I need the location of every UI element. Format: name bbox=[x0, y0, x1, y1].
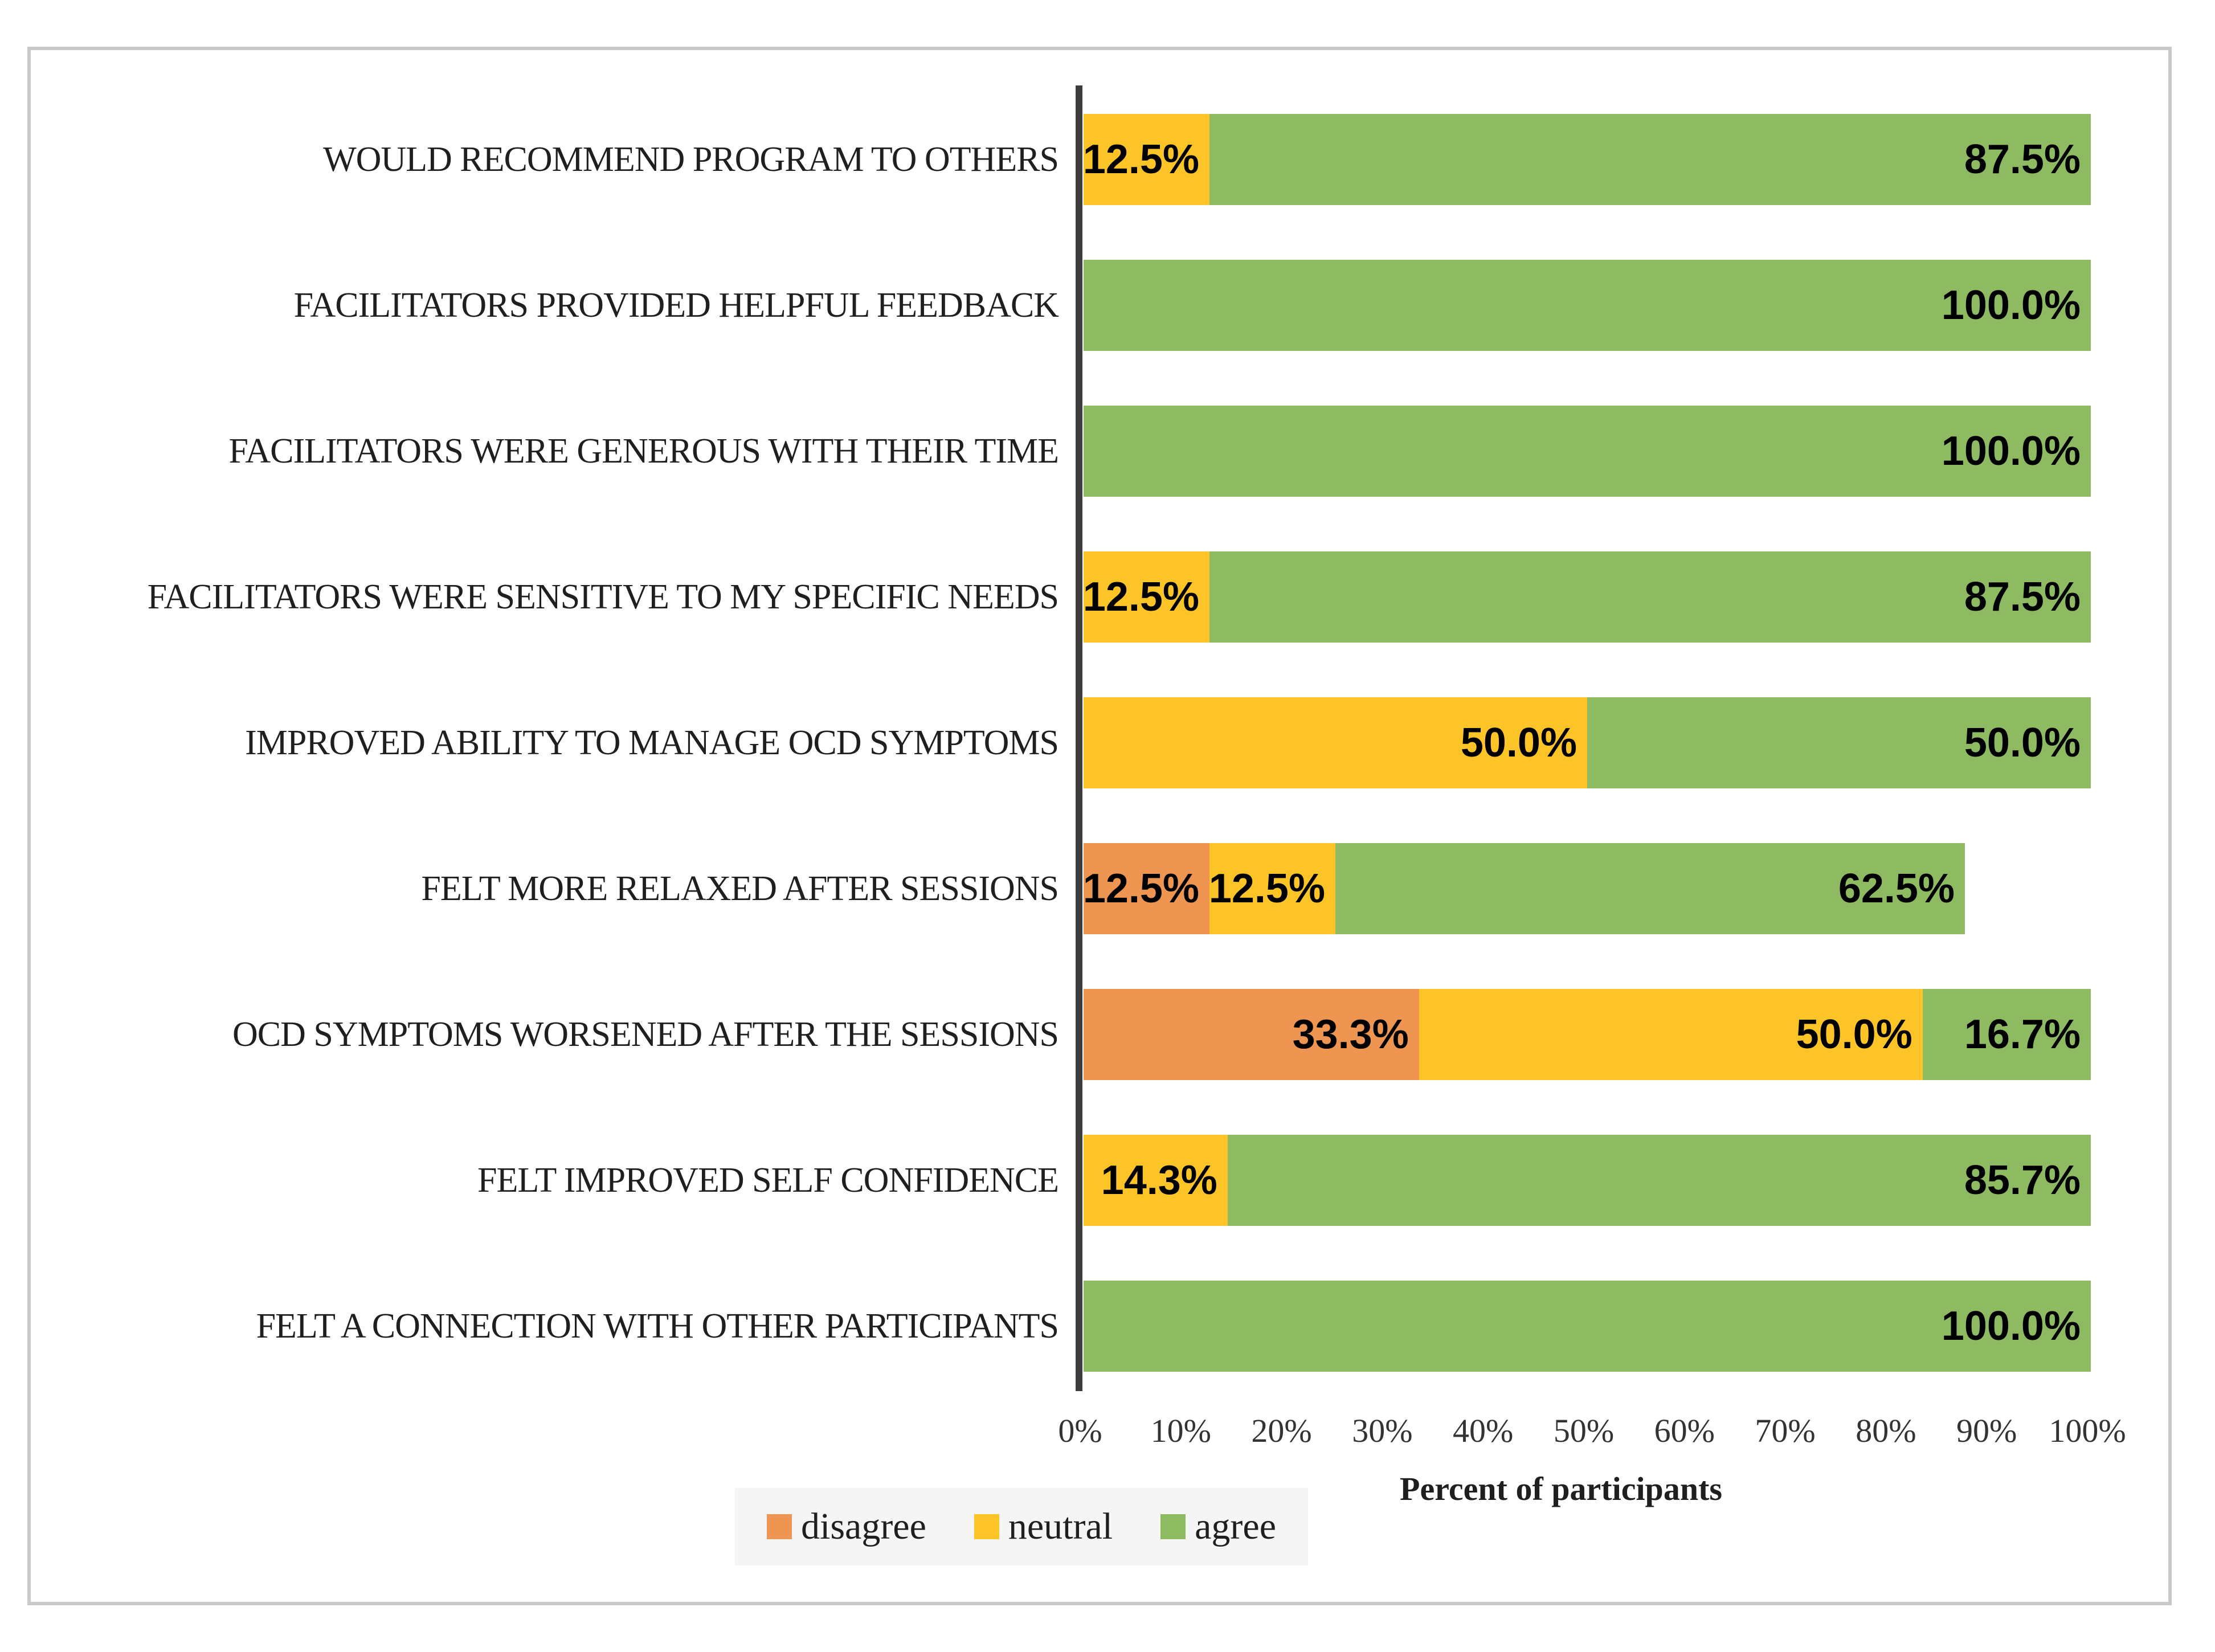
data-label: 50.0% bbox=[1964, 720, 2081, 766]
bar-segment-neutral: 12.5% bbox=[1082, 551, 1209, 643]
legend-label: disagree bbox=[801, 1506, 926, 1547]
legend-swatch-icon bbox=[767, 1514, 792, 1539]
bar-segment-agree: 50.0% bbox=[1587, 697, 2091, 788]
data-label: 85.7% bbox=[1964, 1158, 2081, 1203]
legend-label: neutral bbox=[1008, 1506, 1113, 1547]
bar-stack: 12.5% 12.5% 62.5% bbox=[1082, 843, 1965, 934]
x-axis-tick-label: 50% bbox=[1553, 1412, 1615, 1449]
category-label: FELT MORE RELAXED AFTER SESSIONS bbox=[421, 869, 1059, 908]
x-axis-tick-label: 70% bbox=[1755, 1412, 1816, 1449]
bar-stack: 12.5% 87.5% bbox=[1082, 114, 2091, 205]
bar-segment-agree: 100.0% bbox=[1084, 1281, 2091, 1372]
bar-segment-neutral: 12.5% bbox=[1082, 114, 1209, 205]
bar-segment-disagree: 33.3% bbox=[1084, 989, 1419, 1080]
x-axis-tick-label: 90% bbox=[1956, 1412, 2017, 1449]
bar-segment-neutral: 50.0% bbox=[1419, 989, 1923, 1080]
bar-segment-neutral: 14.3% bbox=[1084, 1135, 1228, 1226]
x-axis-tick-label: 30% bbox=[1352, 1412, 1413, 1449]
data-label: 16.7% bbox=[1964, 1012, 2081, 1057]
legend-item-neutral: neutral bbox=[974, 1508, 1113, 1545]
bar-segment-agree: 85.7% bbox=[1227, 1135, 2091, 1226]
category-label: IMPROVED ABILITY TO MANAGE OCD SYMPTOMS bbox=[245, 723, 1059, 762]
category-label: FELT IMPROVED SELF CONFIDENCE bbox=[477, 1160, 1059, 1200]
data-label: 12.5% bbox=[1082, 574, 1199, 620]
x-axis-title: Percent of participants bbox=[1400, 1470, 1722, 1507]
x-axis-tick-label: 80% bbox=[1856, 1412, 1916, 1449]
bar-stack: 100.0% bbox=[1084, 1281, 2091, 1372]
bar-segment-agree: 16.7% bbox=[1922, 989, 2091, 1080]
category-label: FACILITATORS WERE SENSITIVE TO MY SPECIF… bbox=[147, 577, 1059, 616]
x-axis-tick-label: 60% bbox=[1654, 1412, 1715, 1449]
chart-row: FACILITATORS PROVIDED HELPFUL FEEDBACK 10… bbox=[0, 260, 2215, 351]
x-axis-tick-label: 100% bbox=[2049, 1412, 2126, 1449]
bar-segment-agree: 100.0% bbox=[1084, 406, 2091, 497]
data-label: 33.3% bbox=[1292, 1012, 1409, 1057]
bar-stack: 33.3% 50.0% 16.7% bbox=[1084, 989, 2091, 1080]
category-label: FACILITATORS PROVIDED HELPFUL FEEDBACK bbox=[293, 285, 1059, 325]
data-label: 62.5% bbox=[1838, 866, 1955, 911]
legend-item-disagree: disagree bbox=[767, 1508, 926, 1545]
bar-stack: 100.0% bbox=[1084, 406, 2091, 497]
chart-row: WOULD RECOMMEND PROGRAM TO OTHERS 12.5% 87… bbox=[0, 114, 2215, 205]
bar-segment-neutral: 12.5% bbox=[1209, 843, 1335, 934]
data-label: 12.5% bbox=[1082, 866, 1199, 911]
category-label: FACILITATORS WERE GENEROUS WITH THEIR TI… bbox=[228, 431, 1059, 471]
legend-item-agree: agree bbox=[1160, 1508, 1276, 1545]
x-axis-tick-label: 20% bbox=[1251, 1412, 1312, 1449]
bar-stack: 12.5% 87.5% bbox=[1082, 551, 2091, 643]
bar-stack: 100.0% bbox=[1084, 260, 2091, 351]
bar-segment-disagree: 12.5% bbox=[1082, 843, 1209, 934]
chart-row: FACILITATORS WERE GENEROUS WITH THEIR TI… bbox=[0, 406, 2215, 497]
data-label: 100.0% bbox=[1941, 1303, 2081, 1349]
category-label: WOULD RECOMMEND PROGRAM TO OTHERS bbox=[323, 140, 1059, 179]
x-axis-tick-label: 0% bbox=[1058, 1412, 1102, 1449]
bar-segment-neutral: 50.0% bbox=[1084, 697, 1587, 788]
legend: disagree neutral agree bbox=[735, 1488, 1309, 1565]
chart-row: FACILITATORS WERE SENSITIVE TO MY SPECIF… bbox=[0, 551, 2215, 643]
bar-segment-agree: 62.5% bbox=[1335, 843, 1965, 934]
y-axis-line bbox=[1076, 85, 1082, 1391]
data-label: 14.3% bbox=[1101, 1158, 1217, 1203]
chart-row: FELT A CONNECTION WITH OTHER PARTICIPANT… bbox=[0, 1281, 2215, 1372]
bar-stack: 50.0% 50.0% bbox=[1084, 697, 2091, 788]
category-label: OCD SYMPTOMS WORSENED AFTER THE SESSIONS bbox=[232, 1015, 1059, 1054]
bar-segment-agree: 87.5% bbox=[1209, 114, 2091, 205]
x-axis-tick-label: 40% bbox=[1453, 1412, 1514, 1449]
chart-row: IMPROVED ABILITY TO MANAGE OCD SYMPTOMS 5… bbox=[0, 697, 2215, 788]
legend-swatch-icon bbox=[974, 1514, 999, 1539]
legend-swatch-icon bbox=[1160, 1514, 1186, 1539]
bar-segment-agree: 87.5% bbox=[1209, 551, 2091, 643]
data-label: 12.5% bbox=[1082, 137, 1199, 182]
category-label: FELT A CONNECTION WITH OTHER PARTICIPANT… bbox=[256, 1306, 1059, 1346]
data-label: 50.0% bbox=[1460, 720, 1577, 766]
data-label: 87.5% bbox=[1964, 137, 2081, 182]
chart-row: FELT MORE RELAXED AFTER SESSIONS 12.5% 12.… bbox=[0, 843, 2215, 934]
chart-row: FELT IMPROVED SELF CONFIDENCE 14.3% 85.7% bbox=[0, 1135, 2215, 1226]
bar-segment-agree: 100.0% bbox=[1084, 260, 2091, 351]
legend-label: agree bbox=[1195, 1506, 1277, 1547]
bar-stack: 14.3% 85.7% bbox=[1084, 1135, 2091, 1226]
data-label: 100.0% bbox=[1941, 283, 2081, 328]
x-axis-tick-label: 10% bbox=[1150, 1412, 1211, 1449]
data-label: 100.0% bbox=[1941, 428, 2081, 474]
chart-row: OCD SYMPTOMS WORSENED AFTER THE SESSIONS… bbox=[0, 989, 2215, 1080]
data-label: 12.5% bbox=[1208, 866, 1325, 911]
data-label: 50.0% bbox=[1796, 1012, 1912, 1057]
data-label: 87.5% bbox=[1964, 574, 2081, 620]
